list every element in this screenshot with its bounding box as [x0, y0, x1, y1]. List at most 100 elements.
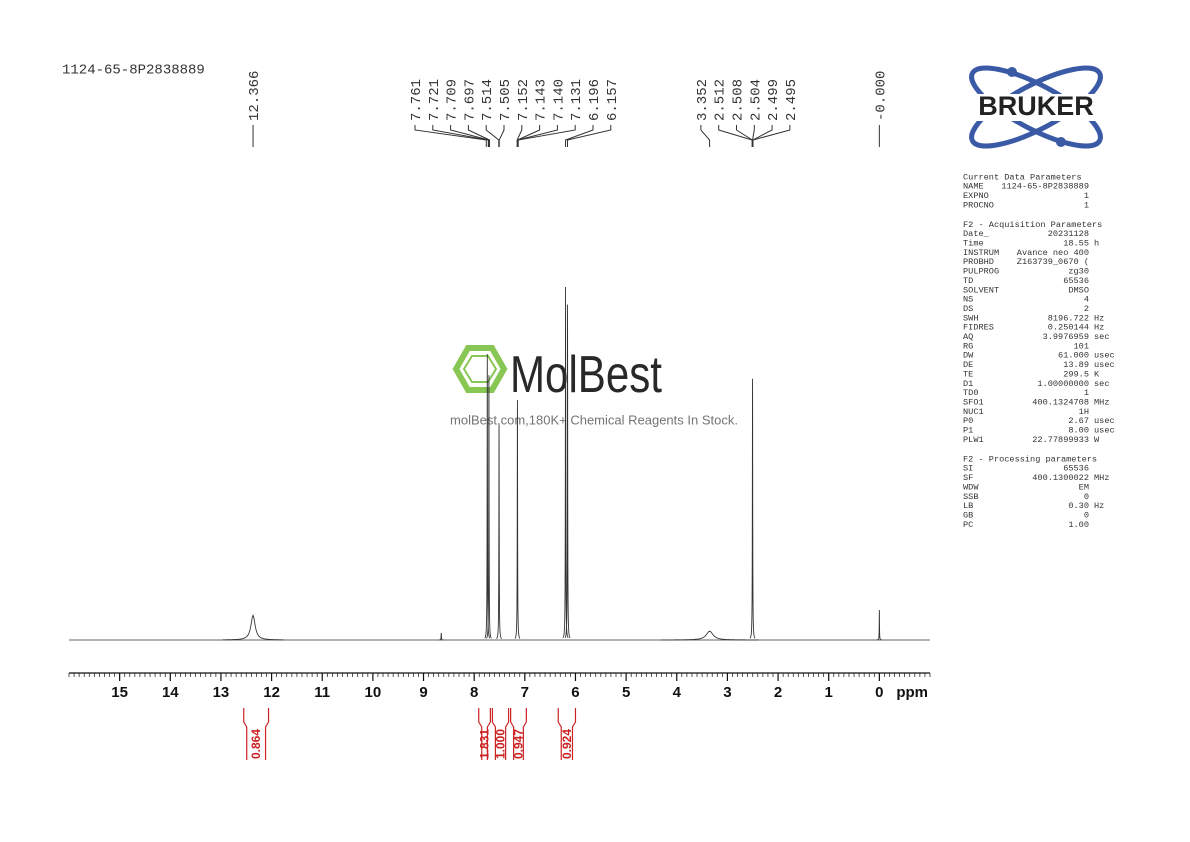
logo-dot: [1007, 67, 1017, 77]
peak: [486, 375, 492, 639]
x-tick-label: 9: [419, 684, 427, 701]
peak-label: 7.140: [551, 79, 567, 121]
parameter-value: 400.1324708: [1032, 397, 1089, 407]
parameter-value: 18.55: [1063, 239, 1089, 249]
parameter-value: 8196.722: [1048, 313, 1089, 323]
logo-orbit: [969, 65, 1103, 149]
parameter-value: 61.000: [1058, 351, 1089, 361]
parameter-value: 101: [1074, 341, 1089, 351]
parameter-name: PLW1: [963, 435, 984, 445]
parameter-unit: usec: [1094, 416, 1115, 426]
parameter-value: 1: [1084, 388, 1089, 398]
parameter-name: P0: [963, 416, 973, 426]
parameter-value: 8.00: [1068, 426, 1089, 436]
peak: [661, 630, 759, 641]
parameter-name: P1: [963, 426, 973, 436]
peak-label-leader: [450, 125, 490, 147]
x-tick-label: 15: [111, 684, 128, 701]
parameter-name: FIDRES: [963, 323, 994, 333]
peak-label: 6.157: [605, 79, 621, 121]
x-tick-label: 11: [314, 684, 330, 701]
integral-bracket: [478, 708, 491, 760]
peak-label-leader: [432, 125, 489, 147]
parameter-value: 3.9976959: [1043, 332, 1089, 342]
peak: [496, 424, 502, 639]
x-tick-label: 3: [723, 684, 731, 701]
parameter-unit: h: [1094, 239, 1099, 249]
parameter-section-title: F2 - Acquisition Parameters: [963, 220, 1102, 230]
parameter-value: 0: [1084, 492, 1089, 502]
x-axis-label: ppm: [896, 684, 928, 701]
parameter-name: NAME: [963, 182, 984, 192]
parameter-value: 1.00000000: [1037, 379, 1089, 389]
parameter-name: Time: [963, 239, 984, 249]
parameter-name: WDW: [963, 482, 979, 492]
peak: [749, 378, 756, 639]
parameter-value: 299.5: [1063, 369, 1089, 379]
parameter-name: SFO1: [963, 397, 984, 407]
parameter-value: 400.1300022: [1032, 473, 1089, 483]
watermark-tagline: molBest.com,180K+ Chemical Reagents In S…: [450, 412, 738, 427]
x-tick-label: 2: [774, 684, 782, 701]
integral-bracket: [491, 708, 510, 760]
parameter-value: DMSO: [1068, 285, 1089, 295]
peak-label-leader: [498, 125, 505, 147]
parameter-value: 2: [1084, 304, 1089, 314]
parameter-name: SI: [963, 464, 973, 474]
parameter-value: 1H: [1079, 407, 1089, 417]
peak-label-leader: [567, 125, 612, 147]
parameter-unit: W: [1094, 435, 1100, 445]
parameter-unit: usec: [1094, 351, 1115, 361]
parameter-name: RG: [963, 341, 973, 351]
watermark: MolBest molBest.com,180K+ Chemical Reage…: [450, 345, 738, 427]
peak: [876, 609, 882, 641]
parameter-unit: Hz: [1094, 323, 1104, 333]
parameter-section-title: Current Data Parameters: [963, 172, 1082, 182]
parameter-name: TD0: [963, 388, 978, 398]
parameter-name: PROCNO: [963, 200, 994, 210]
peak: [222, 614, 284, 641]
peak: [484, 354, 491, 639]
x-tick-label: 4: [673, 684, 682, 701]
logo-backdrop: [958, 94, 1114, 121]
x-tick-label: 10: [365, 684, 382, 701]
parameter-unit: Hz: [1094, 313, 1104, 323]
parameter-value: 22.77899933: [1032, 435, 1089, 445]
parameter-name: NUC1: [963, 407, 984, 417]
watermark-icon: [452, 345, 508, 393]
parameter-value: 13.89: [1063, 360, 1089, 370]
parameter-value: zg30: [1068, 267, 1089, 277]
peak-label-leader: [565, 125, 594, 147]
parameter-name: LB: [963, 501, 973, 511]
parameter-name: DE: [963, 360, 973, 370]
parameter-name: Date_: [963, 229, 990, 239]
peak: [514, 399, 521, 639]
parameter-value: 1: [1084, 200, 1089, 210]
parameter-value: 1.00: [1068, 520, 1089, 530]
parameter-name: DS: [963, 304, 973, 314]
parameter-value: 2.67: [1068, 416, 1089, 426]
peak: [564, 304, 571, 639]
logo-orbit: [969, 65, 1103, 149]
parameter-value: 1124-65-8P2838889: [1001, 182, 1089, 192]
peak-label: 6.196: [587, 79, 603, 121]
parameter-name: D1: [963, 379, 973, 389]
peak-label-leader: [700, 125, 711, 147]
watermark-icon: [462, 355, 498, 383]
parameter-value: 0.250144: [1048, 323, 1089, 333]
parameter-name: AQ: [963, 332, 973, 342]
integral-label: 0.924: [560, 729, 574, 759]
bruker-logo: BRUKER: [958, 65, 1114, 149]
x-tick-label: 12: [263, 684, 280, 701]
peak-label-leader: [752, 125, 791, 147]
peak-label: -0.000: [873, 71, 889, 121]
peak-label: 2.512: [713, 79, 729, 121]
parameter-name: TD: [963, 276, 973, 286]
peak-label: 7.152: [516, 79, 532, 121]
integral-label: 1.000: [494, 729, 508, 759]
parameter-unit: usec: [1094, 360, 1115, 370]
parameter-name: SSB: [963, 492, 978, 502]
parameter-value: 65536: [1063, 464, 1089, 474]
peak-label: 7.709: [445, 79, 461, 121]
